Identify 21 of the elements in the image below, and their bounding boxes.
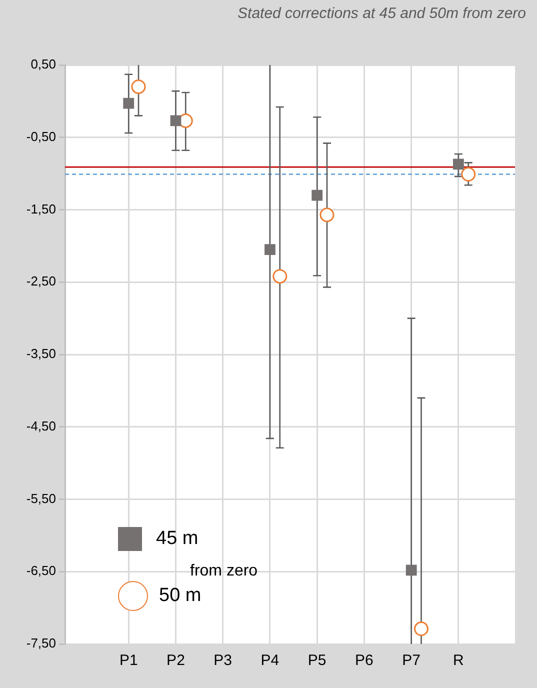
legend-label: 45 m: [156, 528, 198, 550]
x-tick-label: P7: [402, 652, 421, 670]
y-tick-label: -3,50: [26, 346, 56, 362]
y-tick-label: 0,50: [30, 56, 56, 72]
y-tick-label: -1,50: [26, 201, 56, 216]
y-tick-label: -7,50: [26, 636, 56, 651]
y-tick-label: -0,50: [26, 128, 56, 144]
x-tick-label: P3: [214, 652, 232, 670]
y-tick-label: -6,50: [26, 563, 56, 578]
x-tick-label: P4: [260, 652, 280, 670]
legend-label: 50 m: [159, 585, 202, 607]
x-tick-label: P2: [166, 652, 185, 670]
x-tick-label: P5: [308, 652, 326, 670]
y-tick-label: -2,50: [26, 274, 56, 289]
x-tick-label: P1: [119, 652, 138, 670]
y-tick-label: -4,50: [26, 418, 56, 434]
x-tick-label: P6: [355, 652, 374, 670]
y-tick-label: -5,50: [26, 490, 56, 506]
annotation: from zero: [190, 562, 258, 580]
chart-title: Stated corrections at 45 and 50m from zero: [238, 5, 526, 22]
x-tick-label: R: [453, 652, 464, 670]
